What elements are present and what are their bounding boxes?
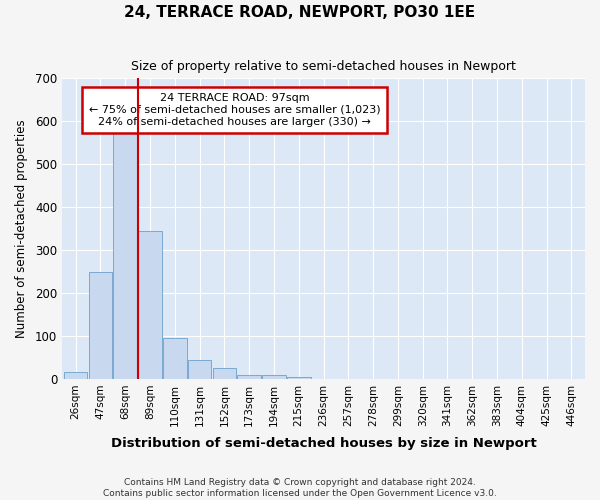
Bar bbox=[89, 272, 112, 379]
Text: 24, TERRACE ROAD, NEWPORT, PO30 1EE: 24, TERRACE ROAD, NEWPORT, PO30 1EE bbox=[124, 5, 476, 20]
Bar bbox=[163, 338, 187, 379]
Text: Contains HM Land Registry data © Crown copyright and database right 2024.
Contai: Contains HM Land Registry data © Crown c… bbox=[103, 478, 497, 498]
Bar bbox=[113, 130, 137, 379]
Bar bbox=[212, 368, 236, 379]
X-axis label: Distribution of semi-detached houses by size in Newport: Distribution of semi-detached houses by … bbox=[110, 437, 536, 450]
Bar bbox=[188, 360, 211, 379]
Bar bbox=[287, 377, 311, 379]
Text: 24 TERRACE ROAD: 97sqm
← 75% of semi-detached houses are smaller (1,023)
24% of : 24 TERRACE ROAD: 97sqm ← 75% of semi-det… bbox=[89, 94, 380, 126]
Title: Size of property relative to semi-detached houses in Newport: Size of property relative to semi-detach… bbox=[131, 60, 516, 73]
Bar bbox=[138, 231, 162, 379]
Bar bbox=[64, 372, 88, 379]
Bar bbox=[238, 374, 261, 379]
Bar bbox=[262, 374, 286, 379]
Y-axis label: Number of semi-detached properties: Number of semi-detached properties bbox=[15, 120, 28, 338]
